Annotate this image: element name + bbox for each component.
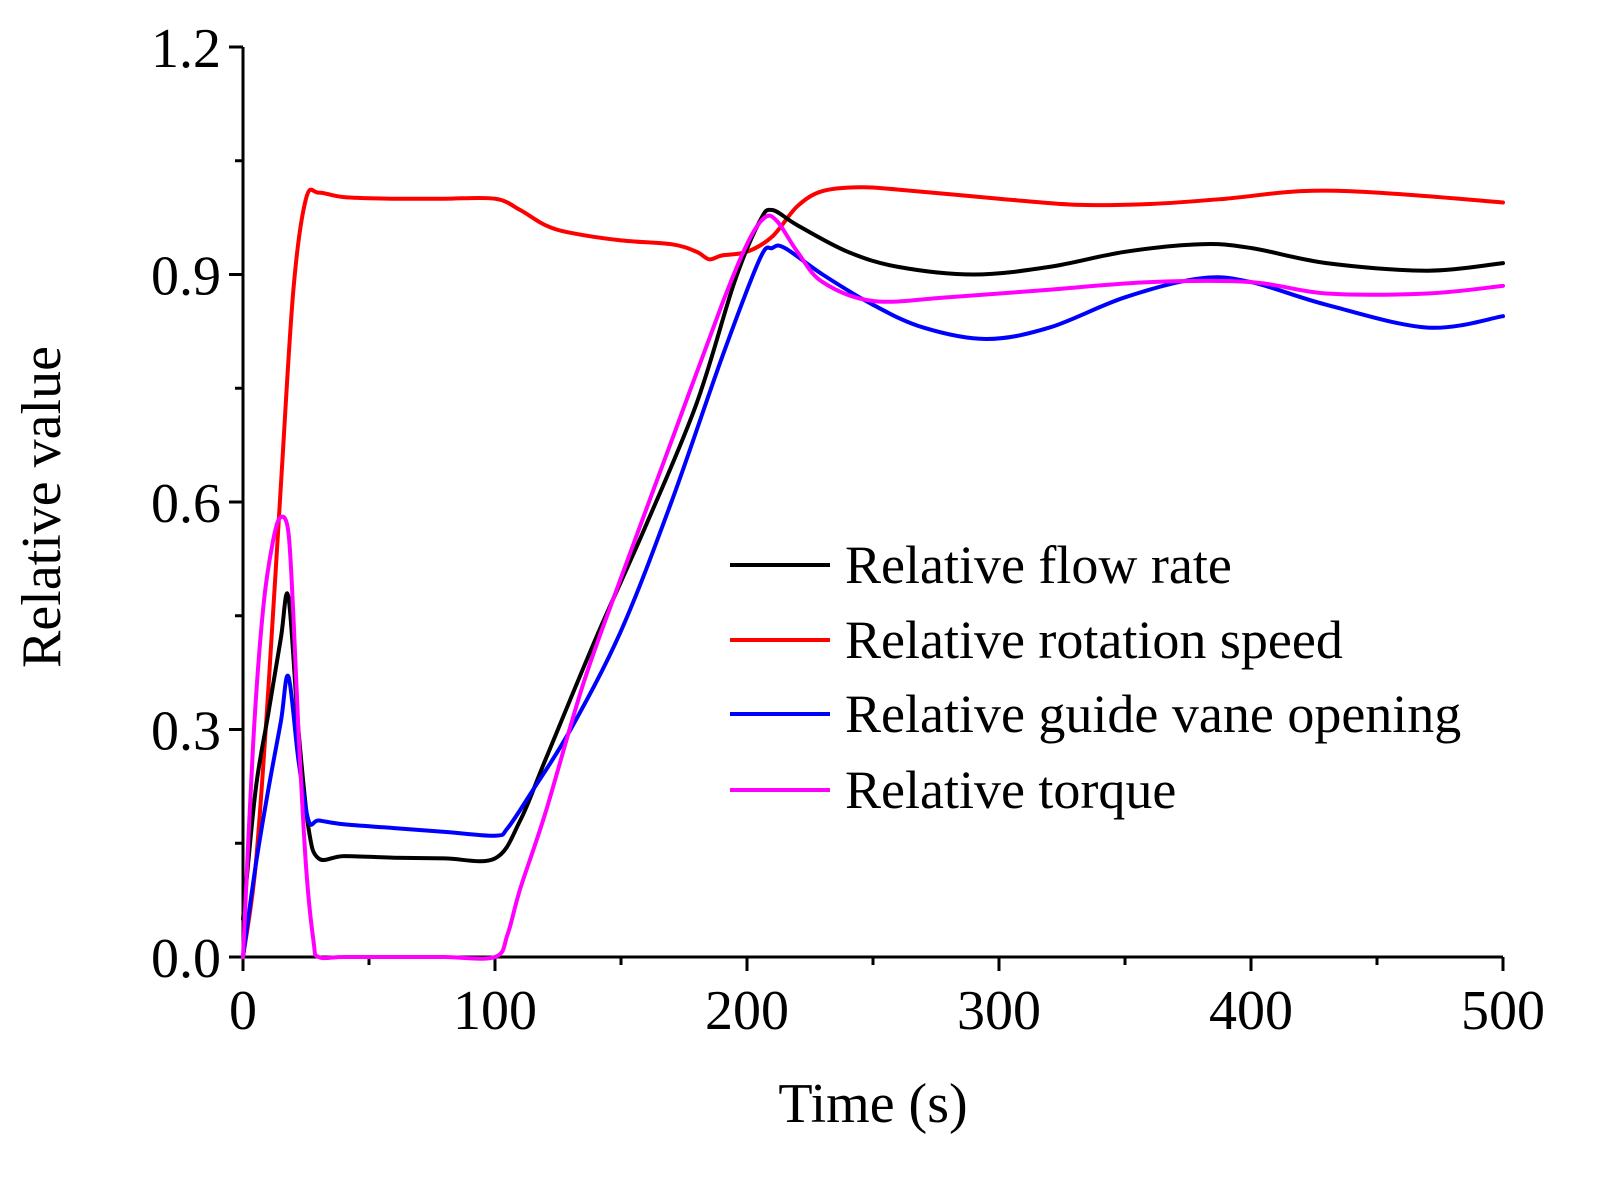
x-tick-label: 500 (1461, 980, 1545, 1042)
legend-label-relative-guide-vane-opening: Relative guide vane opening (845, 684, 1461, 744)
x-tick-label: 400 (1209, 980, 1293, 1042)
x-axis-title: Time (s) (778, 1073, 967, 1135)
x-tick-label: 300 (957, 980, 1041, 1042)
y-tick-label: 0.6 (151, 473, 221, 535)
legend-label-relative-torque: Relative torque (845, 760, 1176, 820)
series-line-relative-guide-vane-opening (241, 243, 1505, 959)
series-line-relative-rotation-speed (241, 185, 1505, 959)
y-tick-label: 1.2 (151, 18, 221, 80)
y-tick-label: 0.3 (151, 701, 221, 763)
y-axis-title: Relative value (11, 346, 73, 668)
legend: Relative flow rate Relative rotation spee… (730, 535, 1461, 820)
axes: 0 100 200 300 400 500 0.0 0.3 0.6 0.9 1.2 (151, 18, 1545, 1042)
legend-label-relative-flow-rate: Relative flow rate (845, 535, 1232, 595)
y-tick-label: 0.9 (151, 246, 221, 308)
x-tick-label: 200 (705, 980, 789, 1042)
legend-label-relative-rotation-speed: Relative rotation speed (845, 610, 1343, 670)
y-tick-label: 0.0 (151, 928, 221, 990)
x-tick-label: 100 (453, 980, 537, 1042)
series-line-relative-torque (241, 213, 1505, 961)
x-tick-label: 0 (229, 980, 257, 1042)
series-group (241, 185, 1505, 961)
